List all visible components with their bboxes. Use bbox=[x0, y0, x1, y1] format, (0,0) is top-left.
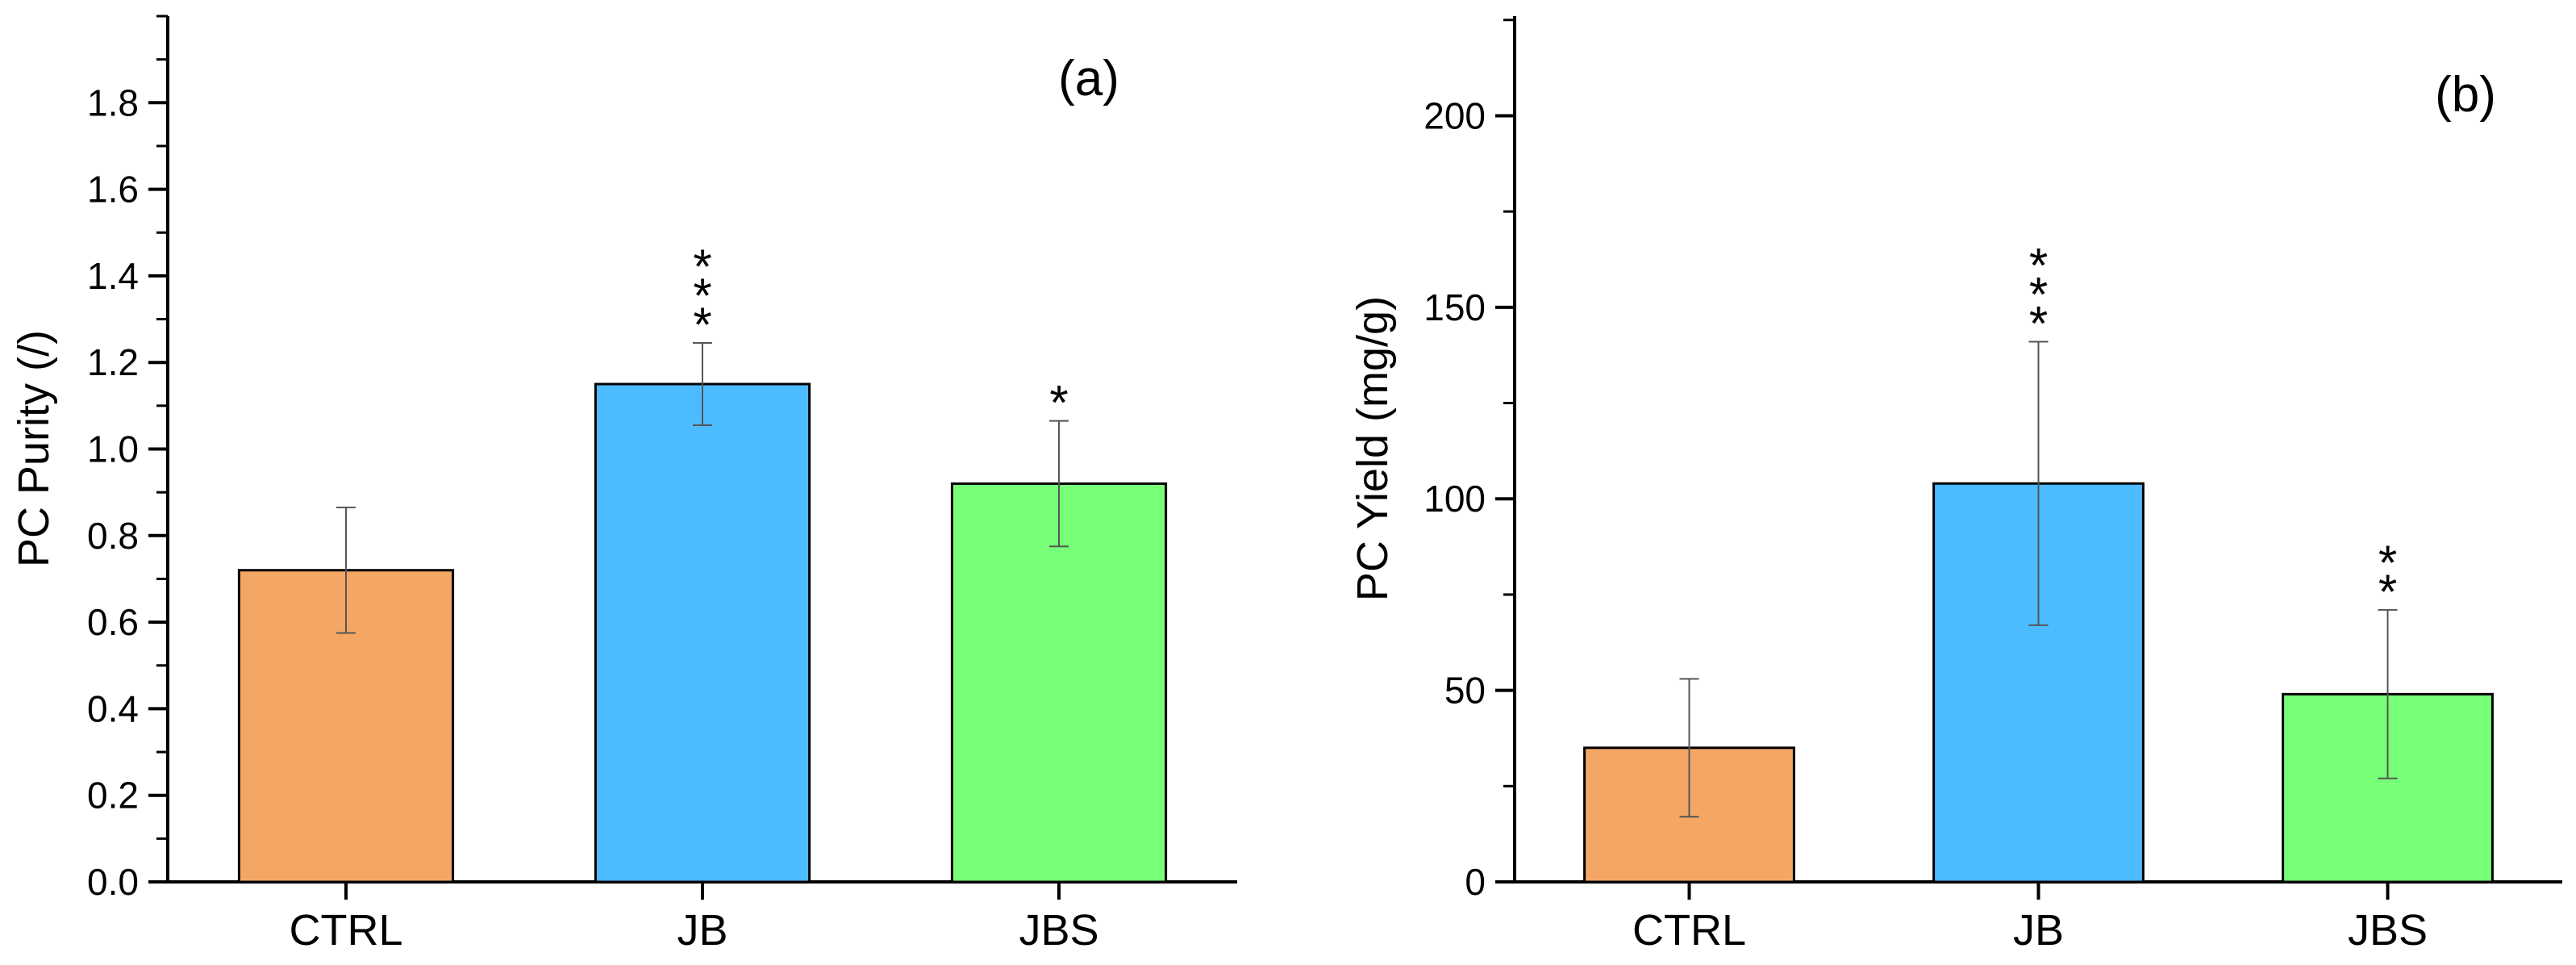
y-tick-label: 1.8 bbox=[87, 81, 139, 123]
x-tick-label: CTRL bbox=[1632, 906, 1746, 955]
y-tick-label: 200 bbox=[1423, 94, 1486, 136]
y-tick-label: 1.6 bbox=[87, 169, 139, 211]
y-tick-label: 50 bbox=[1444, 670, 1486, 712]
significance-star: * bbox=[2378, 536, 2397, 590]
y-tick-label: 0.8 bbox=[87, 515, 139, 557]
y-tick-label: 0.0 bbox=[87, 861, 139, 903]
x-tick-label: JBS bbox=[1019, 906, 1098, 955]
panel-label: (b) bbox=[2435, 67, 2496, 123]
y-tick-label: 150 bbox=[1423, 286, 1486, 328]
y-tick-label: 1.0 bbox=[87, 428, 139, 470]
y-tick-label: 0 bbox=[1465, 861, 1486, 903]
bar-jbs bbox=[950, 482, 1168, 884]
significance-star: * bbox=[693, 298, 711, 352]
x-tick-label: JBS bbox=[2348, 906, 2428, 955]
panel-label: (a) bbox=[1058, 51, 1119, 107]
bar-ctrl bbox=[237, 569, 455, 884]
y-tick-label: 0.2 bbox=[87, 775, 139, 817]
y-tick-label: 1.4 bbox=[87, 255, 139, 297]
y-tick-label: 100 bbox=[1423, 478, 1486, 520]
x-tick-label: CTRL bbox=[289, 906, 402, 955]
y-axis-title: PC Yield (mg/g) bbox=[1348, 296, 1397, 601]
significance-star: * bbox=[1049, 376, 1068, 430]
significance-star: * bbox=[2378, 565, 2397, 619]
significance-star: * bbox=[2029, 297, 2048, 351]
x-tick-label: JB bbox=[677, 906, 727, 955]
significance-star: * bbox=[693, 269, 711, 323]
bar-jb bbox=[594, 382, 811, 884]
y-tick-label: 1.2 bbox=[87, 341, 139, 383]
significance-star: * bbox=[2029, 268, 2048, 322]
significance-star: * bbox=[693, 240, 711, 294]
x-tick-label: JB bbox=[2013, 906, 2064, 955]
chart-panel-a: 0.0 0.2 0.4 0.6 0.8 1.0 1.2 1.4 1.6 1.8 PC Purity … bbox=[10, 15, 1237, 955]
significance-star: * bbox=[2029, 239, 2048, 293]
y-axis-title: PC Purity (/) bbox=[10, 330, 58, 567]
y-tick-label: 0.6 bbox=[87, 601, 139, 643]
y-tick-label: 0.4 bbox=[87, 687, 139, 729]
